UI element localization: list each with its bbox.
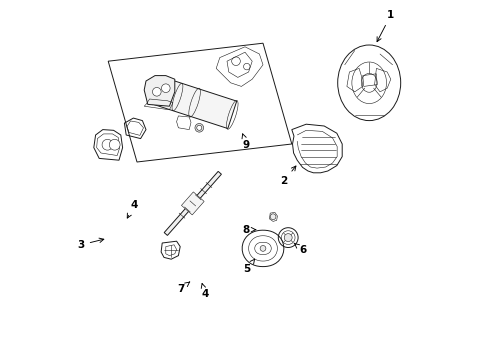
Text: 5: 5 xyxy=(243,259,255,274)
Circle shape xyxy=(195,123,204,132)
Text: 7: 7 xyxy=(177,282,190,294)
Polygon shape xyxy=(144,76,175,106)
Text: 8: 8 xyxy=(243,225,256,235)
Ellipse shape xyxy=(284,234,292,242)
Text: 3: 3 xyxy=(77,238,104,250)
Circle shape xyxy=(102,139,113,150)
Polygon shape xyxy=(181,192,204,215)
Text: 4: 4 xyxy=(201,284,209,300)
Text: 1: 1 xyxy=(377,10,394,42)
Circle shape xyxy=(162,84,170,93)
Circle shape xyxy=(197,125,202,130)
Text: 4: 4 xyxy=(127,200,138,218)
Text: 9: 9 xyxy=(242,134,250,150)
Text: 2: 2 xyxy=(280,166,296,186)
Circle shape xyxy=(152,87,161,96)
Polygon shape xyxy=(152,77,237,129)
Circle shape xyxy=(109,139,120,150)
Circle shape xyxy=(260,246,266,251)
Polygon shape xyxy=(164,171,221,235)
Text: 6: 6 xyxy=(294,243,306,255)
Circle shape xyxy=(270,214,276,220)
